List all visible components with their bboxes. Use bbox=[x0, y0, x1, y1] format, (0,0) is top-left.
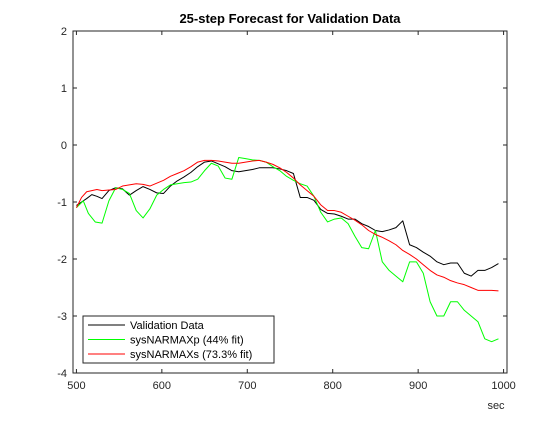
series-line-2 bbox=[76, 157, 499, 343]
series-layer bbox=[75, 157, 499, 343]
y-tick-label: -2 bbox=[57, 254, 67, 266]
x-tick-label: 600 bbox=[153, 380, 171, 392]
x-tick-label: 900 bbox=[409, 380, 427, 392]
x-tick-label: 1000 bbox=[491, 380, 515, 392]
legend-label-3: sysNARMAXs (73.3% fit) bbox=[130, 349, 252, 361]
ticks-layer: 500 600 700 800 900 1000 2 1 0 -1 -2 -3 -4 bbox=[57, 26, 516, 392]
legend: Validation Data sysNARMAXp (44% fit) sysNA… bbox=[82, 315, 275, 364]
x-tick-label: 800 bbox=[324, 380, 342, 392]
x-tick-label: 500 bbox=[67, 380, 85, 392]
y-tick-label: 2 bbox=[61, 26, 67, 38]
y-tick-label: 1 bbox=[61, 83, 67, 95]
x-tick-label: 700 bbox=[238, 380, 256, 392]
y-tick-label: 0 bbox=[61, 140, 67, 152]
chart-title: 25-step Forecast for Validation Data bbox=[179, 11, 401, 26]
y-tick-label: -3 bbox=[57, 311, 67, 323]
y-tick-label: -1 bbox=[57, 197, 67, 209]
x-unit-label: sec bbox=[487, 400, 505, 412]
legend-label-1: Validation Data bbox=[130, 320, 205, 332]
y-tick-label: -4 bbox=[57, 368, 67, 380]
legend-label-2: sysNARMAXp (44% fit) bbox=[130, 335, 244, 347]
series-line-3 bbox=[75, 159, 499, 292]
